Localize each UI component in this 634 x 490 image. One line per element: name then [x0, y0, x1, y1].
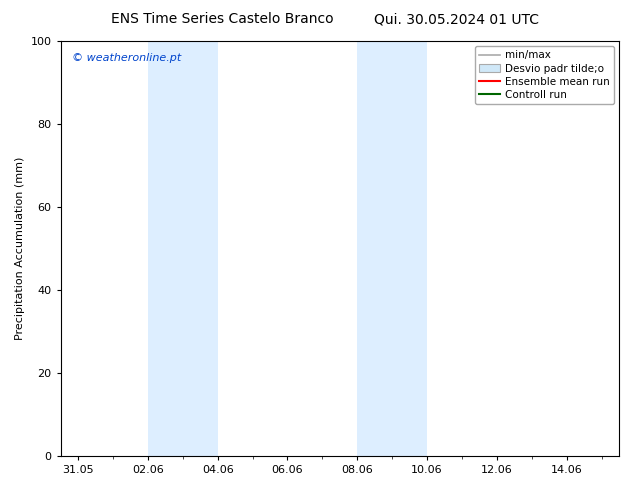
- Text: ENS Time Series Castelo Branco: ENS Time Series Castelo Branco: [110, 12, 333, 26]
- Y-axis label: Precipitation Accumulation (mm): Precipitation Accumulation (mm): [15, 157, 25, 340]
- Text: Qui. 30.05.2024 01 UTC: Qui. 30.05.2024 01 UTC: [374, 12, 539, 26]
- Legend: min/max, Desvio padr tilde;o, Ensemble mean run, Controll run: min/max, Desvio padr tilde;o, Ensemble m…: [475, 46, 614, 104]
- Bar: [148, 41, 217, 456]
- Text: © weatheronline.pt: © weatheronline.pt: [72, 53, 181, 64]
- Bar: [357, 41, 427, 456]
